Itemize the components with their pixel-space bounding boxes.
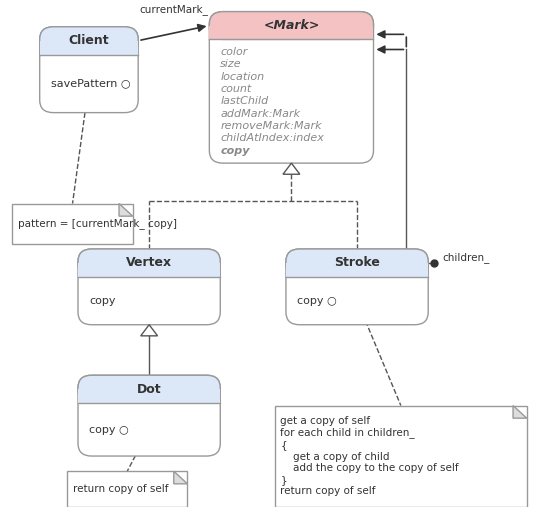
Polygon shape: [283, 163, 300, 174]
FancyBboxPatch shape: [40, 27, 138, 112]
Text: <Mark>: <Mark>: [263, 19, 320, 32]
Text: copy ○: copy ○: [89, 425, 129, 435]
Text: copy: copy: [221, 146, 250, 156]
Bar: [210, 25, 373, 39]
Bar: [12, 204, 133, 244]
Text: savePattern ○: savePattern ○: [51, 78, 130, 89]
Polygon shape: [174, 471, 188, 484]
Text: pattern = [currentMark_ copy]: pattern = [currentMark_ copy]: [18, 218, 177, 229]
Text: removeMark:Mark: removeMark:Mark: [221, 121, 322, 131]
Bar: [40, 41, 138, 54]
Polygon shape: [119, 204, 133, 216]
FancyBboxPatch shape: [78, 249, 221, 325]
Text: currentMark_: currentMark_: [139, 5, 208, 15]
Text: location: location: [221, 72, 265, 81]
Text: Vertex: Vertex: [126, 257, 172, 269]
Bar: [67, 471, 188, 506]
Text: addMark:Mark: addMark:Mark: [221, 108, 300, 119]
Bar: [286, 263, 428, 277]
Polygon shape: [141, 325, 157, 336]
Text: size: size: [221, 59, 242, 69]
Text: count: count: [221, 84, 251, 94]
Text: Client: Client: [69, 34, 109, 47]
Text: get a copy of self
for each child in children_
{
    get a copy of child
    add: get a copy of self for each child in chi…: [280, 416, 459, 496]
Text: childAtIndex:index: childAtIndex:index: [221, 133, 324, 144]
Text: Dot: Dot: [137, 383, 162, 395]
Text: color: color: [221, 47, 248, 57]
Text: children_: children_: [442, 252, 490, 263]
Bar: [78, 263, 221, 277]
FancyBboxPatch shape: [210, 12, 373, 39]
FancyBboxPatch shape: [40, 27, 138, 54]
Text: copy: copy: [89, 296, 116, 306]
FancyBboxPatch shape: [286, 249, 428, 325]
FancyBboxPatch shape: [78, 375, 221, 403]
Polygon shape: [513, 406, 527, 418]
Bar: [275, 406, 527, 506]
FancyBboxPatch shape: [78, 375, 221, 456]
FancyBboxPatch shape: [286, 249, 428, 277]
Text: lastChild: lastChild: [221, 96, 268, 106]
Bar: [78, 389, 221, 403]
FancyBboxPatch shape: [210, 12, 373, 163]
FancyBboxPatch shape: [78, 249, 221, 277]
Text: return copy of self: return copy of self: [73, 484, 168, 494]
Text: Stroke: Stroke: [334, 257, 380, 269]
Text: copy ○: copy ○: [297, 296, 337, 306]
